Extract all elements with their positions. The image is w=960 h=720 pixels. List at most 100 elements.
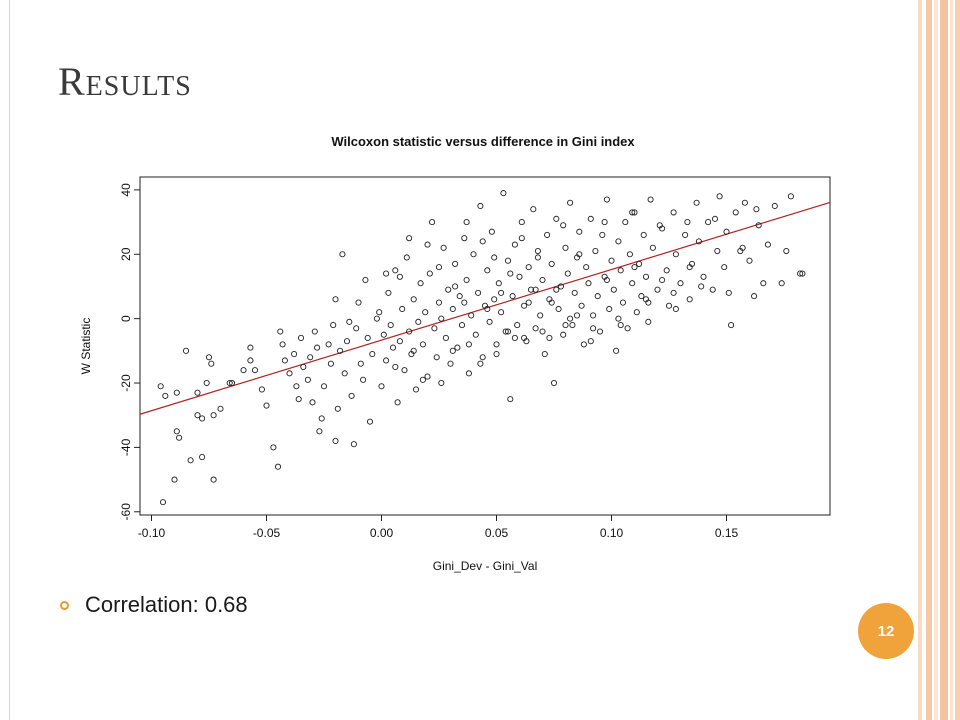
- scatter-point: [452, 283, 459, 290]
- scatter-point: [314, 344, 321, 351]
- scatter-point: [378, 383, 385, 390]
- scatter-point: [599, 231, 606, 238]
- scatter-point: [631, 264, 638, 271]
- scatter-point: [636, 260, 643, 267]
- scatter-point: [518, 219, 525, 226]
- scatter-point: [783, 247, 790, 255]
- scatter-point: [463, 276, 470, 284]
- scatter-point: [199, 415, 206, 422]
- scatter-point: [465, 341, 472, 348]
- scatter-point: [603, 276, 610, 284]
- scatter-point: [677, 280, 684, 287]
- scatter-point: [615, 315, 622, 322]
- scatter-point: [716, 193, 723, 200]
- scatter-point: [417, 280, 424, 287]
- scatter-point: [475, 289, 482, 296]
- scatter-point: [587, 215, 594, 222]
- scatter-point: [438, 315, 445, 322]
- scatter-point: [468, 312, 475, 319]
- scatter-point: [739, 244, 746, 251]
- scatter-point: [645, 318, 652, 325]
- scatter-point: [672, 251, 679, 258]
- x-tick-label: -0.10: [138, 526, 166, 540]
- scatter-point: [173, 389, 180, 396]
- scatter-point: [778, 280, 785, 287]
- scatter-point: [311, 328, 318, 335]
- scatter-point: [573, 312, 581, 319]
- scatter-point: [649, 244, 656, 251]
- scatter-point: [304, 376, 311, 383]
- scatter-point: [521, 302, 528, 309]
- scatter-point: [576, 251, 583, 258]
- scatter-point: [470, 251, 477, 258]
- scatter-point: [567, 315, 574, 322]
- scatter-point: [307, 354, 314, 361]
- scatter-point: [452, 260, 459, 267]
- y-axis: -60 -40 -20 0 20 40: [119, 183, 141, 520]
- scatter-point: [603, 196, 610, 203]
- scatter-point: [686, 264, 693, 271]
- scatter-point: [458, 322, 466, 329]
- scatter-point: [633, 309, 640, 316]
- scatter-point: [355, 299, 362, 306]
- scatter-point: [594, 293, 601, 300]
- scatter-point: [320, 383, 328, 390]
- scatter-point: [532, 286, 539, 293]
- scatter-point: [571, 289, 578, 296]
- scatter-point: [410, 347, 417, 354]
- scatter-point: [339, 251, 346, 258]
- scatter-point: [709, 286, 716, 293]
- scatter-point: [325, 341, 332, 348]
- scatter-point: [461, 235, 468, 242]
- plot-frame: [139, 176, 831, 516]
- scatter-point: [332, 437, 339, 445]
- scatter-point: [698, 283, 705, 290]
- scatter-point: [251, 367, 259, 374]
- scatter-point: [332, 296, 339, 303]
- scatter-point: [389, 344, 397, 351]
- scatter-point: [608, 257, 615, 264]
- scatter-point: [334, 405, 341, 412]
- scatter-point: [447, 360, 454, 367]
- scatter-point: [525, 299, 532, 306]
- scatter-point: [445, 286, 452, 293]
- scatter-point: [465, 370, 472, 377]
- scatter-point: [753, 206, 760, 213]
- scatter-point: [300, 363, 307, 370]
- scatter-point: [518, 235, 525, 242]
- scatter-point: [498, 309, 505, 316]
- scatter-point: [590, 325, 597, 332]
- scatter-point: [553, 215, 560, 222]
- scatter-point: [787, 193, 794, 200]
- scatter-point: [686, 296, 693, 303]
- x-tick-label: 0.00: [370, 526, 394, 540]
- scatter-point: [187, 457, 194, 464]
- scatter-point: [217, 405, 224, 412]
- y-tick-label: -40: [119, 438, 133, 456]
- scatter-point: [309, 399, 316, 406]
- scatter-point: [277, 328, 284, 335]
- right-stripe-decoration: [918, 0, 960, 720]
- scatter-point: [585, 280, 592, 287]
- scatter-point: [479, 354, 486, 361]
- y-tick-label: 0: [119, 315, 133, 322]
- scatter-point: [426, 270, 433, 277]
- scatter-point: [362, 276, 369, 284]
- scatter-point: [396, 338, 403, 345]
- scatter-point: [596, 328, 604, 335]
- scatter-point: [247, 344, 254, 351]
- scatter-point: [316, 428, 323, 435]
- scatter-point: [580, 341, 587, 348]
- scatter-point: [617, 322, 624, 329]
- scatter-point: [440, 244, 447, 251]
- scatter-point: [199, 454, 206, 461]
- scatter-point: [357, 360, 364, 367]
- scatter-point: [642, 273, 650, 280]
- scatter-point: [376, 309, 383, 316]
- scatter-point: [606, 305, 613, 313]
- scatter-point: [555, 305, 562, 313]
- scatter-point: [530, 206, 537, 213]
- scatter-point: [472, 331, 479, 338]
- scatter-point: [500, 190, 507, 197]
- scatter-point: [624, 325, 631, 332]
